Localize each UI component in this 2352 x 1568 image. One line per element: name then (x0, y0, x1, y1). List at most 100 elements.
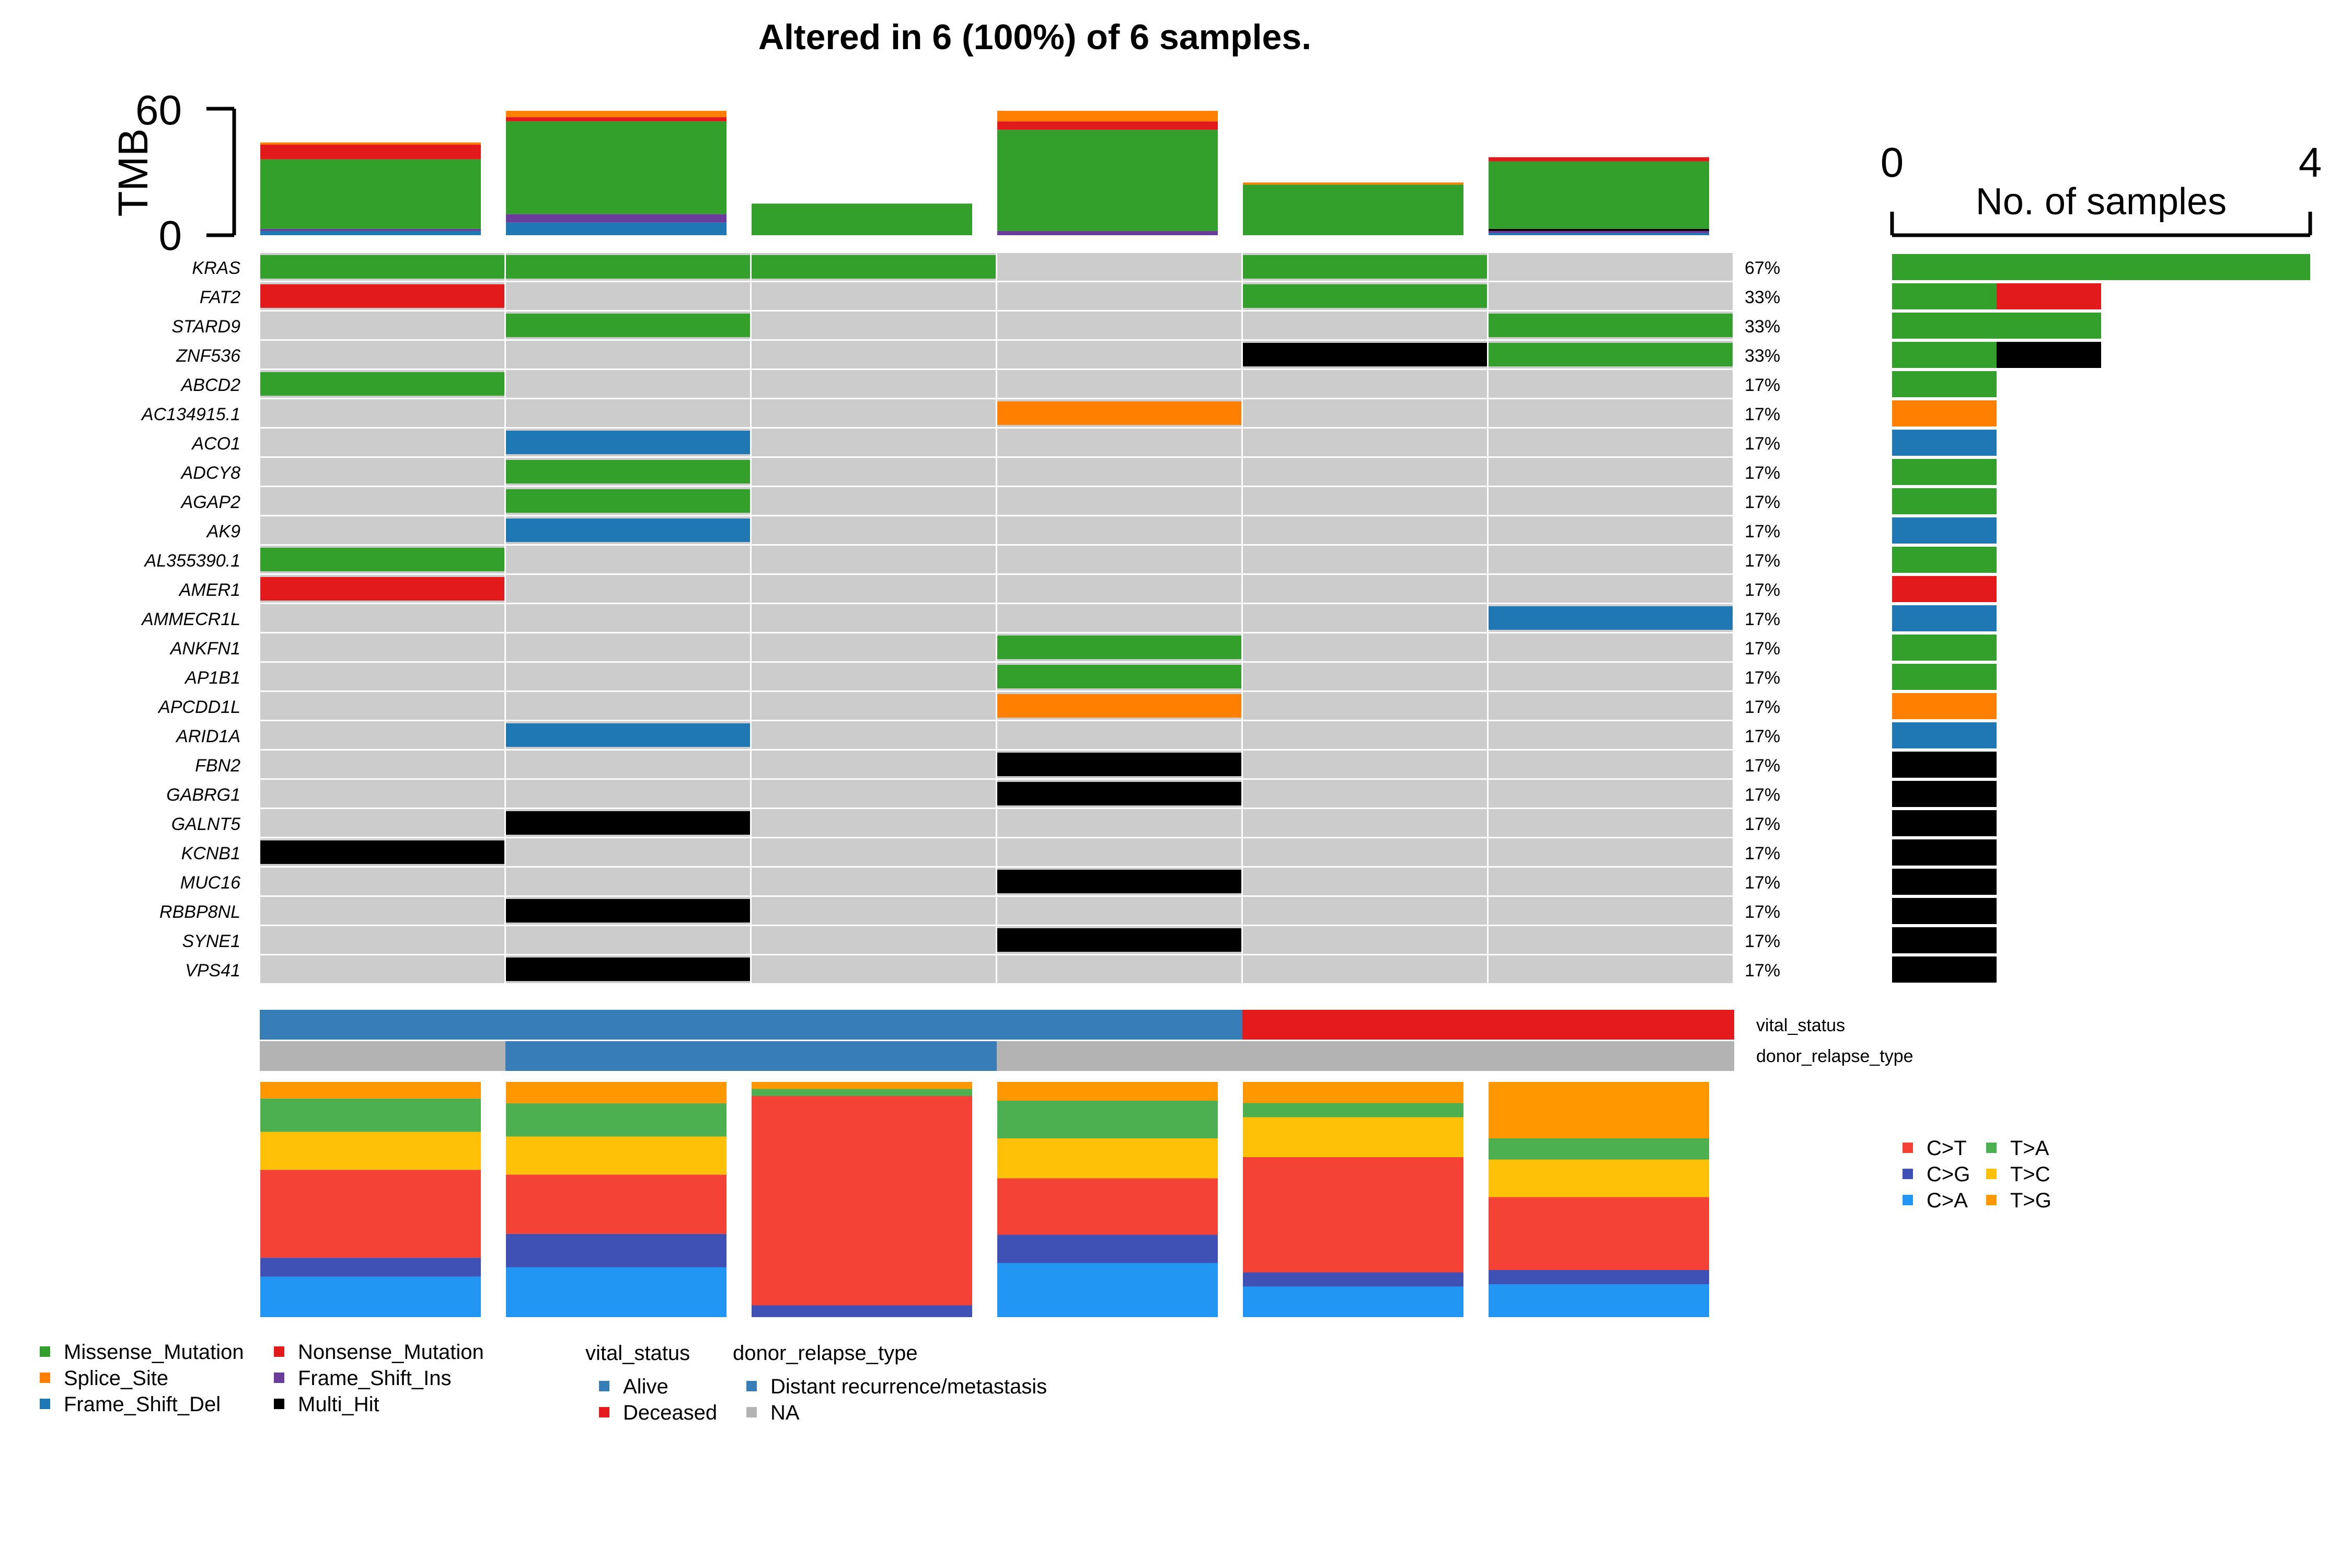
vital-status-s2-alive (505, 1010, 752, 1040)
percent-label-znf536: 33% (1745, 346, 1780, 366)
cell-bg-ac134915-1-s3 (752, 399, 996, 427)
percent-label-ak9: 17% (1745, 522, 1780, 541)
titv-s4-c-t (997, 1178, 1218, 1235)
percent-label-ammecr1l: 17% (1745, 609, 1780, 629)
gene-label-kras: KRAS (192, 258, 240, 278)
tmb-tick-0: 0 (159, 212, 182, 259)
cell-bg-kras-s4 (997, 253, 1241, 281)
cell-bg-fat2-s2 (506, 282, 750, 310)
cell-bg-apcdd1l-s5 (1243, 692, 1487, 720)
cell-agap2-s2-missense-mutation (506, 489, 750, 513)
percent-label-amer1: 17% (1745, 580, 1780, 600)
tmb-bar-s4-missense-mutation (997, 130, 1218, 231)
cell-bg-vps41-s4 (997, 955, 1241, 983)
cell-bg-ammecr1l-s5 (1243, 604, 1487, 632)
cell-bg-gabrg1-s3 (752, 780, 996, 808)
titv-s2-c-a (506, 1267, 727, 1317)
cell-bg-kcnb1-s2 (506, 838, 750, 866)
cell-bg-znf536-s3 (752, 341, 996, 368)
cell-bg-amer1-s2 (506, 575, 750, 603)
cell-bg-adcy8-s1 (260, 458, 504, 486)
cell-kcnb1-s1-multi-hit (260, 840, 504, 864)
legend-relapse-na-label: NA (770, 1401, 800, 1424)
gene-bar-abcd2-missense-mutation (1892, 371, 1997, 397)
gene-label-rbbp8nl: RBBP8NL (159, 902, 240, 922)
percent-label-fbn2: 17% (1745, 756, 1780, 776)
cell-bg-ak9-s4 (997, 516, 1241, 544)
tmb-bar-s6-multi-hit (1489, 228, 1709, 231)
donor-relapse-s2-distant-recurrence-metastasis (505, 1041, 752, 1071)
gene-bar-galnt5-multi-hit (1892, 810, 1997, 836)
cell-stard9-s6-missense-mutation (1489, 314, 1733, 337)
cell-bg-ammecr1l-s3 (752, 604, 996, 632)
tmb-bar-s2-splice-site (506, 111, 727, 118)
gene-label-vps41: VPS41 (185, 961, 240, 981)
percent-labels: 67% 33% 33% 33% 17% 17% 17% 17% 17% 17% 17% 17% 17% 1… (1745, 258, 1780, 981)
cell-fat2-s5-missense-mutation (1243, 284, 1487, 308)
cell-vps41-s2-multi-hit (506, 958, 750, 981)
cell-bg-znf536-s4 (997, 341, 1241, 368)
titv-s2-t-a (506, 1103, 727, 1137)
percent-label-abcd2: 17% (1745, 375, 1780, 395)
tmb-panel: 60 0 TMB (110, 87, 236, 259)
cell-bg-rbbp8nl-s5 (1243, 897, 1487, 925)
legend-titv-c-a-label: C>A (1927, 1189, 1968, 1212)
cell-bg-muc16-s6 (1489, 868, 1733, 895)
cell-bg-fat2-s4 (997, 282, 1241, 310)
percent-label-adcy8: 17% (1745, 463, 1780, 483)
tmb-bar-s6-nonsense-mutation (1489, 157, 1709, 162)
percent-label-kras: 67% (1745, 258, 1780, 278)
legend-titv-t-c-swatch (1986, 1169, 1997, 1179)
cell-bg-rbbp8nl-s1 (260, 897, 504, 925)
percent-label-rbbp8nl: 17% (1745, 902, 1780, 922)
cell-arid1a-s2-frame-shift-del (506, 723, 750, 747)
cell-znf536-s6-missense-mutation (1489, 343, 1733, 366)
gene-bar-vps41-multi-hit (1892, 956, 1997, 983)
titv-s6-c-g (1489, 1270, 1709, 1284)
titv-s2-t-c (506, 1136, 727, 1175)
donor-relapse-s5-na (1242, 1041, 1489, 1071)
cell-bg-vps41-s1 (260, 955, 504, 983)
cell-ak9-s2-frame-shift-del (506, 518, 750, 542)
gene-label-amer1: AMER1 (178, 580, 240, 600)
percent-label-al355390-1: 17% (1745, 551, 1780, 571)
cell-bg-agap2-s4 (997, 487, 1241, 515)
cell-bg-amer1-s4 (997, 575, 1241, 603)
cell-bg-abcd2-s2 (506, 370, 750, 398)
cell-bg-aco1-s6 (1489, 429, 1733, 456)
cell-bg-al355390-1-s4 (997, 546, 1241, 573)
cell-bg-galnt5-s5 (1243, 809, 1487, 837)
samples-tick-0: 0 (1881, 139, 1904, 186)
cell-bg-arid1a-s4 (997, 721, 1241, 749)
cell-bg-abcd2-s4 (997, 370, 1241, 398)
gene-bar-ac134915-1-splice-site (1892, 400, 1997, 426)
cell-bg-muc16-s5 (1243, 868, 1487, 895)
legend-vital-alive-label: Alive (623, 1375, 668, 1398)
cell-bg-ap1b1-s3 (752, 663, 996, 690)
gene-bar-znf536-missense-mutation (1892, 342, 1997, 368)
titv-s4-c-g (997, 1235, 1218, 1263)
cell-bg-ac134915-1-s2 (506, 399, 750, 427)
cell-bg-apcdd1l-s1 (260, 692, 504, 720)
legend-frame-shift-del-label: Frame_Shift_Del (64, 1393, 221, 1416)
tmb-bar-s3-missense-mutation (752, 203, 972, 235)
tmb-bar-s4-splice-site (997, 111, 1218, 122)
cell-ac134915-1-s4-splice-site (997, 401, 1241, 425)
cell-bg-galnt5-s4 (997, 809, 1241, 837)
cell-stard9-s2-missense-mutation (506, 314, 750, 337)
cell-bg-galnt5-s3 (752, 809, 996, 837)
legend-donor-relapse-title: donor_relapse_type (733, 1342, 918, 1365)
gene-label-fat2: FAT2 (200, 287, 240, 307)
legend-vital-deceased-label: Deceased (623, 1401, 717, 1424)
percent-label-gabrg1: 17% (1745, 785, 1780, 805)
percent-label-apcdd1l: 17% (1745, 697, 1780, 717)
titv-s6-t-a (1489, 1138, 1709, 1160)
gene-label-adcy8: ADCY8 (180, 463, 240, 483)
cell-bg-agap2-s6 (1489, 487, 1733, 515)
donor-relapse-s4-na (997, 1041, 1243, 1071)
vital-status-s5-deceased (1242, 1010, 1489, 1040)
titv-s5-t-c (1243, 1117, 1463, 1157)
titv-s2-c-t (506, 1174, 727, 1234)
gene-bar-fbn2-multi-hit (1892, 752, 1997, 778)
cell-bg-rbbp8nl-s4 (997, 897, 1241, 925)
